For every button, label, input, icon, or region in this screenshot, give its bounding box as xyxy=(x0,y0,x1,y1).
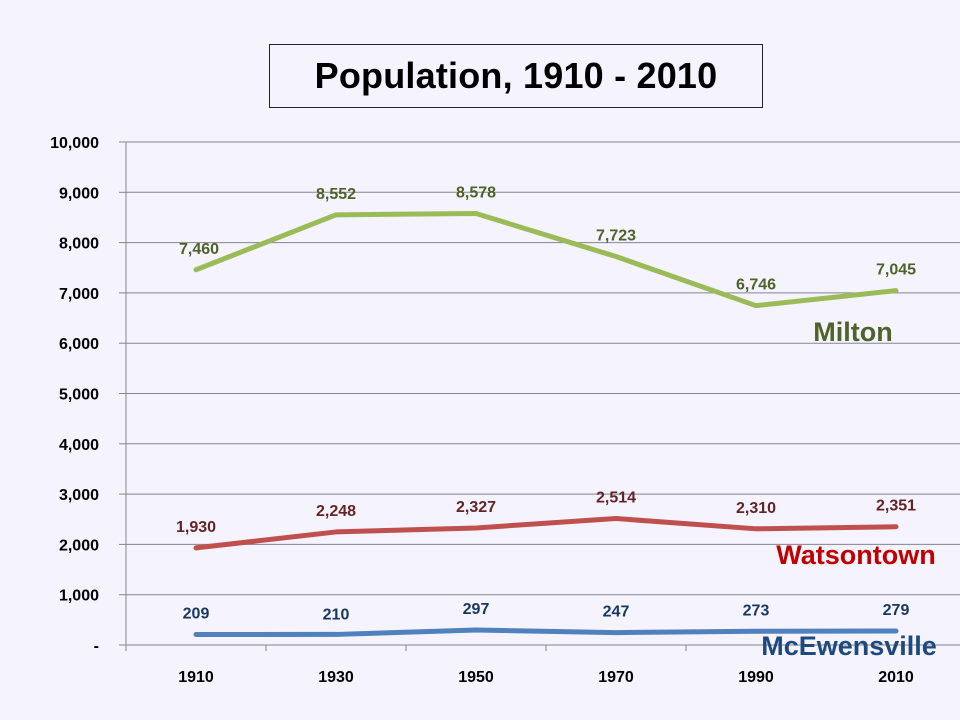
data-label: 2,327 xyxy=(456,499,496,516)
chart-title-box: Population, 1910 - 2010 xyxy=(269,44,763,108)
data-label: 7,723 xyxy=(596,228,636,245)
y-tick-label: 10,000 xyxy=(50,135,99,152)
axes xyxy=(119,141,960,651)
data-label: 2,514 xyxy=(596,490,636,507)
data-label: 273 xyxy=(743,602,770,619)
x-tick-label: 1970 xyxy=(598,669,634,686)
y-tick-label: 2,000 xyxy=(59,537,99,554)
x-tick-label: 1950 xyxy=(458,669,494,686)
y-tick-label: 6,000 xyxy=(59,336,99,353)
x-tick-label: 1990 xyxy=(738,669,774,686)
y-tick-label: - xyxy=(94,638,99,655)
series-names: Milton Watsontown McEwensville xyxy=(761,317,937,661)
y-tick-label: 1,000 xyxy=(59,588,99,605)
chart-title: Population, 1910 - 2010 xyxy=(314,55,718,96)
series-name-watsontown: Watsontown xyxy=(776,540,935,570)
y-axis-tick-labels: - 1,000 2,000 3,000 4,000 5,000 6,000 7,000 8,00… xyxy=(50,135,99,655)
data-label: 2,310 xyxy=(736,500,776,517)
data-labels: 7,460 8,552 8,578 7,723 6,746 7,045 1,930 2,248… xyxy=(176,185,916,624)
y-tick-label: 3,000 xyxy=(59,487,99,504)
data-label: 209 xyxy=(183,605,210,622)
data-label: 2,248 xyxy=(316,503,356,520)
data-label: 247 xyxy=(603,604,630,621)
x-tick-label: 2010 xyxy=(878,669,914,686)
data-label: 297 xyxy=(463,601,490,618)
data-label: 7,045 xyxy=(876,262,916,279)
x-tick-label: 1930 xyxy=(318,669,354,686)
y-tick-label: 9,000 xyxy=(59,185,99,202)
data-label: 6,746 xyxy=(736,277,776,294)
series-line-watsontown xyxy=(193,516,899,551)
series-lines xyxy=(193,211,899,637)
x-tick-label: 1910 xyxy=(178,669,214,686)
gridlines xyxy=(126,141,960,596)
data-label: 210 xyxy=(323,606,350,623)
y-tick-label: 4,000 xyxy=(59,437,99,454)
y-tick-label: 5,000 xyxy=(59,387,99,404)
series-name-milton: Milton xyxy=(813,317,892,347)
series-line-mcewensville xyxy=(193,627,899,637)
series-line-milton xyxy=(193,211,899,309)
data-label: 279 xyxy=(883,602,910,619)
data-label: 7,460 xyxy=(179,241,219,258)
data-label: 8,552 xyxy=(316,186,356,203)
x-axis-tick-labels: 1910 1930 1950 1970 1990 2010 xyxy=(178,669,914,686)
y-tick-label: 7,000 xyxy=(59,286,99,303)
data-label: 2,351 xyxy=(876,498,916,515)
series-name-mcewensville: McEwensville xyxy=(761,631,937,661)
y-tick-label: 8,000 xyxy=(59,236,99,253)
data-label: 8,578 xyxy=(456,185,496,202)
data-label: 1,930 xyxy=(176,519,216,536)
